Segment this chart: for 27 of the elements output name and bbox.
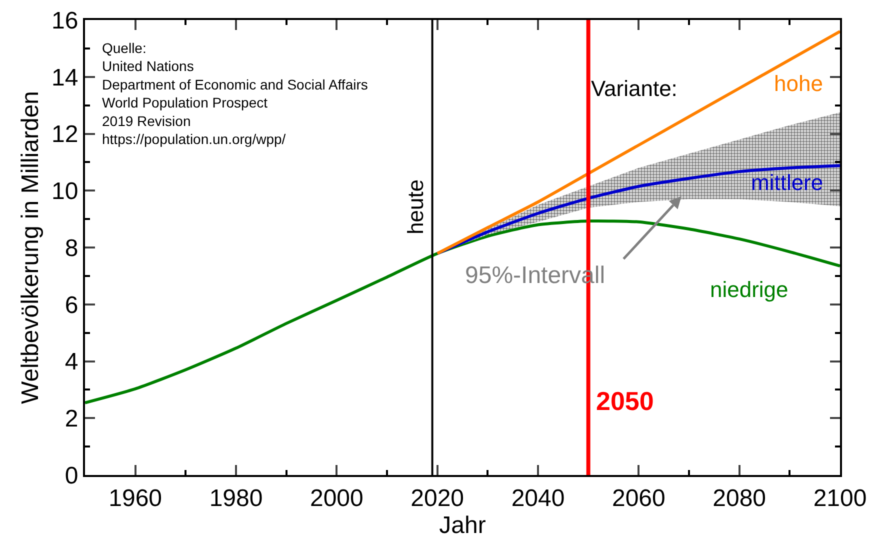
ref-line-label: heute [403,179,428,234]
series-label: niedrige [710,277,788,302]
y-tick-label: 0 [64,462,78,490]
x-tick-label: 2060 [612,484,666,512]
series-label: hohe [774,71,823,96]
x-tick-label: 2080 [712,484,766,512]
x-tick-label: 2020 [410,484,464,512]
line-series [436,30,840,255]
x-tick-label: 2100 [813,484,867,512]
y-tick-label: 16 [51,7,78,34]
x-axis-title: Jahr [439,512,486,539]
annotation: Quelle: United Nations Department of Economic and Social Affairs World Population Prospect 2019 Revision https://population.un.org/wpp/ [102,40,368,147]
ref-line-label: 2050 [596,386,654,416]
x-tick-label: 2040 [511,484,565,512]
y-tick-label: 10 [51,178,78,206]
x-tick-label: 1960 [108,484,162,512]
y-axis-title: Weltbevölkerung in Milliarden [17,90,44,404]
y-tick-label: 2 [64,406,78,433]
series-label: mittlere [751,170,824,195]
annotation: Variante: [591,76,678,101]
y-tick-label: 12 [51,121,78,148]
y-tick-label: 4 [64,348,78,376]
y-tick-label: 14 [51,64,78,92]
y-tick-label: 6 [64,292,78,319]
x-tick-label: 2000 [310,484,364,512]
y-tick-label: 8 [64,234,78,262]
x-tick-label: 1980 [209,484,263,512]
